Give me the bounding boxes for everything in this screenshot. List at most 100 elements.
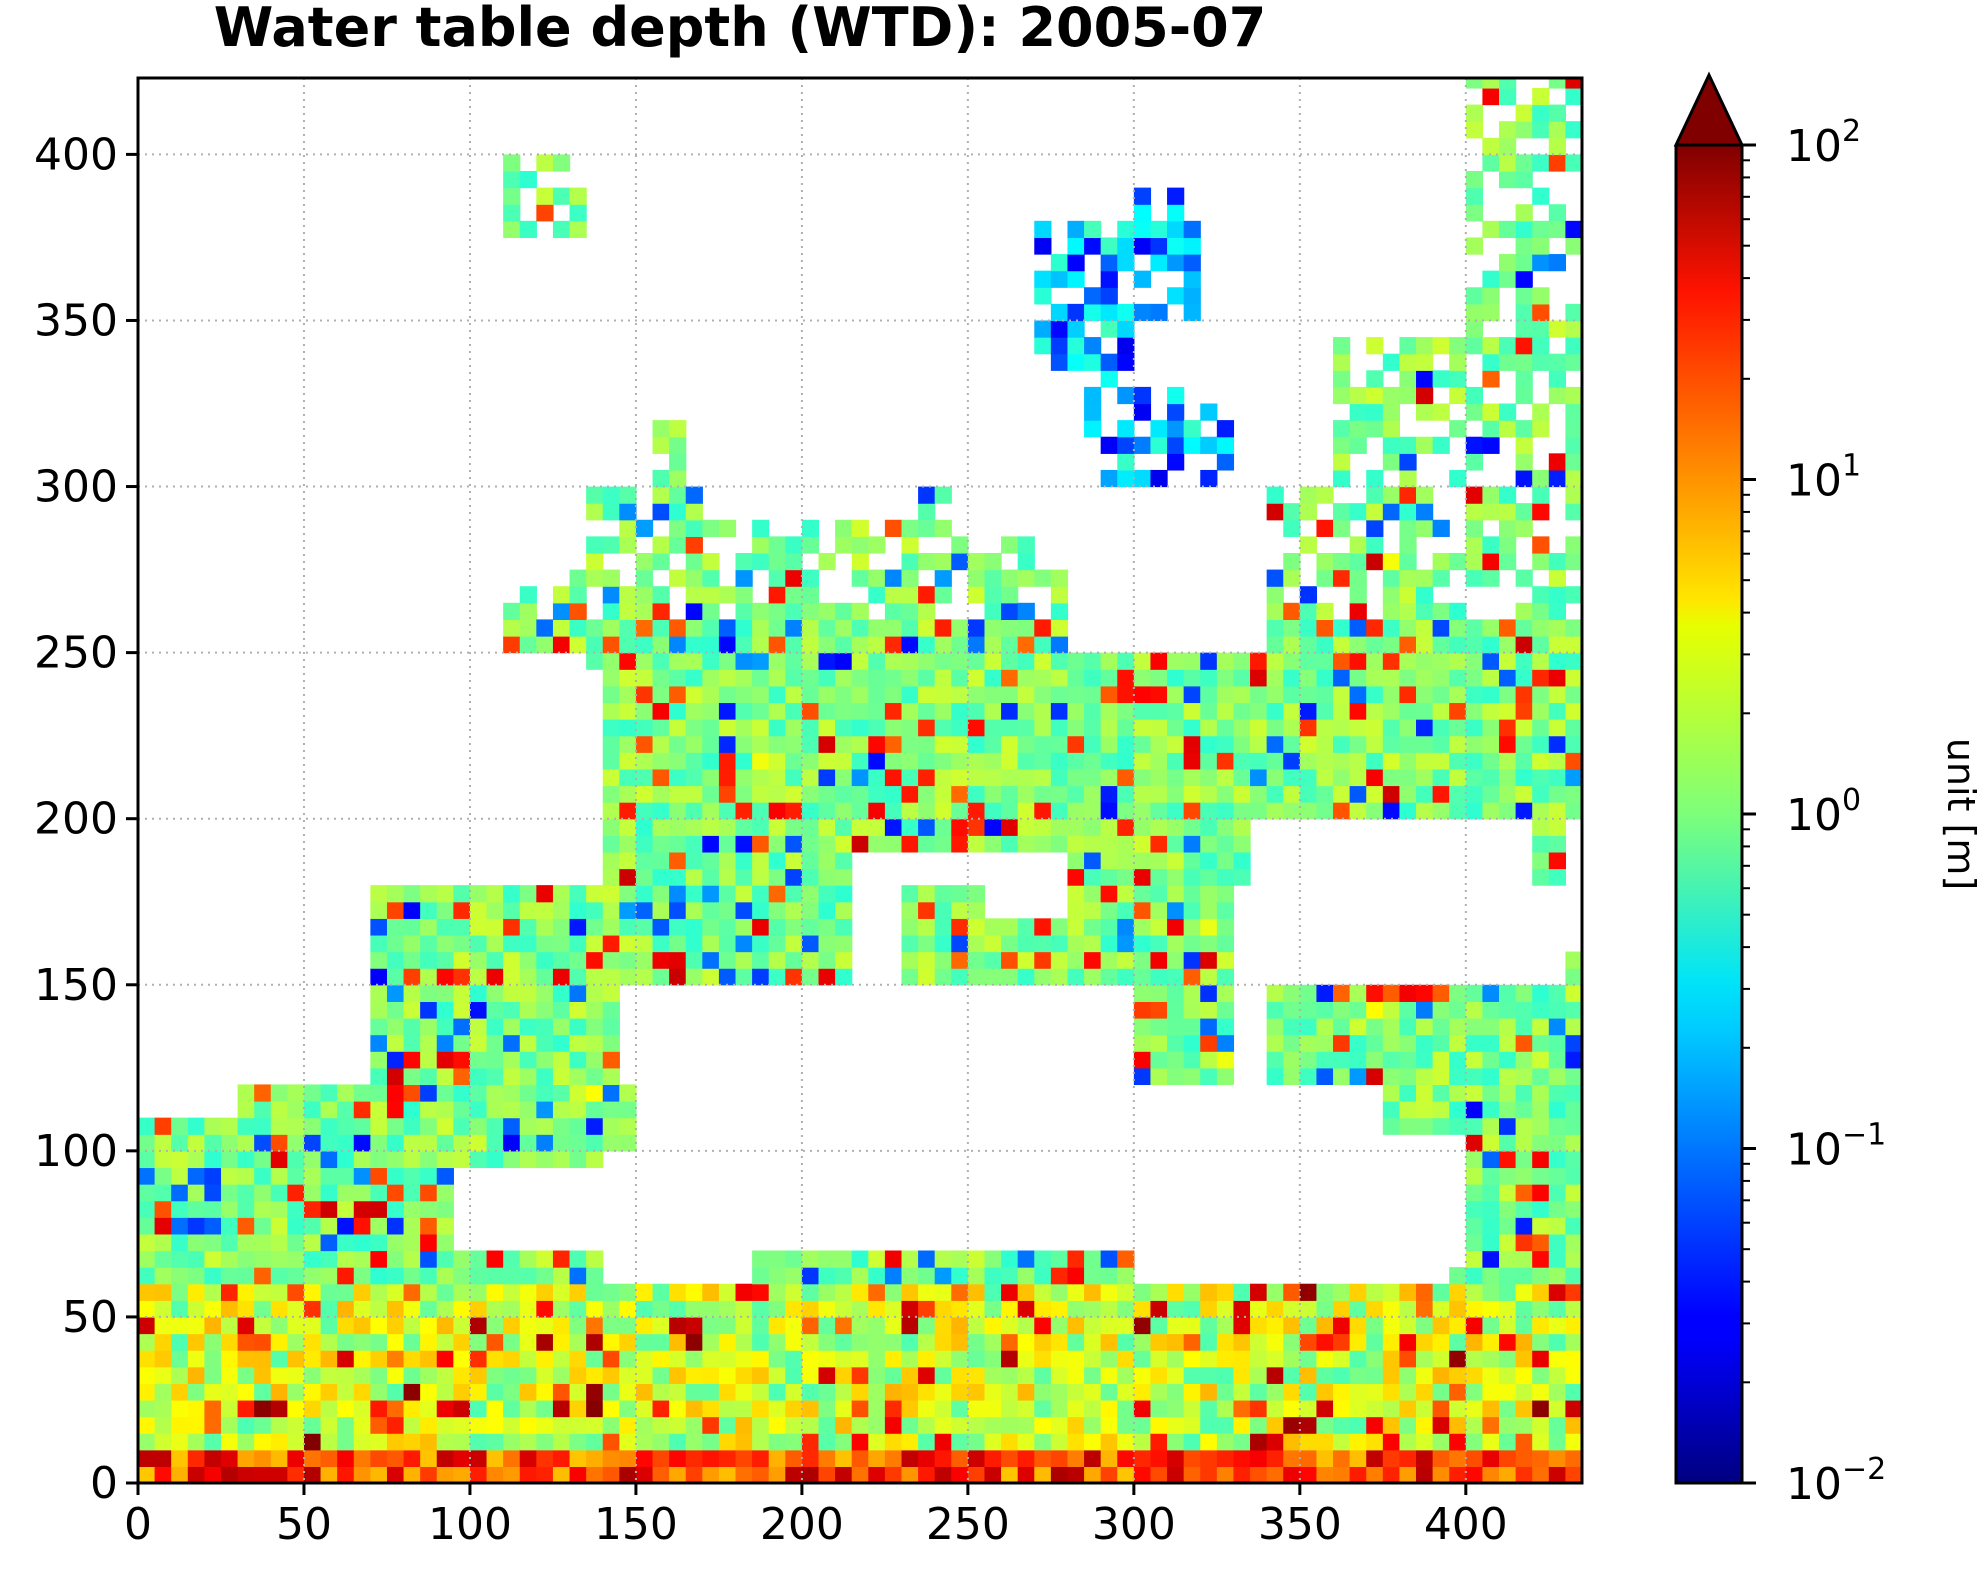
heatmap-cell — [652, 486, 670, 504]
heatmap-cell — [486, 1350, 504, 1368]
heatmap-cell — [967, 1316, 986, 1335]
heatmap-cell — [1382, 1449, 1401, 1467]
heatmap-cell — [1465, 1184, 1484, 1202]
heatmap-cell — [934, 918, 952, 936]
heatmap-cell — [1465, 1150, 1484, 1169]
heatmap-cell — [1167, 187, 1185, 205]
heatmap-cell — [237, 1233, 255, 1252]
heatmap-cell — [1565, 386, 1582, 405]
heatmap-cell — [1034, 768, 1052, 787]
heatmap-cell — [1499, 552, 1517, 571]
heatmap-cell — [1150, 1333, 1168, 1351]
heatmap-cell — [187, 1366, 205, 1384]
heatmap-cell — [1167, 1283, 1185, 1301]
heatmap-cell — [1034, 1449, 1052, 1467]
heatmap-cell — [1050, 1383, 1069, 1401]
heatmap-cell — [1017, 951, 1035, 969]
heatmap-cell — [171, 1200, 189, 1218]
heatmap-cell — [934, 951, 952, 969]
heatmap-cell — [503, 602, 521, 621]
heatmap-cell — [519, 1117, 537, 1135]
heatmap-cell — [735, 752, 753, 770]
heatmap-cell — [320, 1101, 338, 1119]
heatmap-cell — [602, 1067, 620, 1086]
heatmap-cell — [386, 1117, 405, 1135]
heatmap-cell — [1283, 1051, 1301, 1069]
heatmap-cell — [237, 1217, 255, 1235]
heatmap-cell — [1216, 453, 1235, 471]
heatmap-cell — [818, 1433, 836, 1451]
heatmap-cell — [1017, 785, 1035, 803]
heatmap-cell — [1449, 420, 1467, 438]
heatmap-cell — [1100, 735, 1118, 753]
heatmap-cell — [1399, 602, 1417, 621]
heatmap-cell — [320, 1200, 338, 1218]
heatmap-cell — [1299, 486, 1318, 504]
heatmap-cell — [1117, 968, 1135, 986]
heatmap-cell — [1216, 719, 1235, 737]
heatmap-cell — [1200, 1350, 1218, 1368]
heatmap-cell — [1200, 1051, 1218, 1069]
heatmap-cell — [220, 1217, 239, 1235]
heatmap-cell — [586, 1366, 604, 1384]
heatmap-cell — [1399, 1466, 1417, 1483]
heatmap-cell — [918, 652, 936, 670]
heatmap-cell — [1482, 370, 1500, 388]
heatmap-cell — [1017, 735, 1035, 753]
heatmap-cell — [403, 1117, 421, 1135]
heatmap-cell — [1548, 702, 1567, 720]
heatmap-cell — [1067, 719, 1085, 737]
heatmap-cell — [1117, 1316, 1135, 1335]
heatmap-cell — [702, 719, 720, 737]
heatmap-cell — [818, 669, 836, 687]
heatmap-cell — [569, 1250, 587, 1268]
heatmap-cell — [187, 1217, 205, 1235]
heatmap-cell — [1133, 951, 1152, 969]
heatmap-cell — [785, 835, 803, 853]
heatmap-cell — [735, 785, 753, 803]
heatmap-cell — [1333, 652, 1351, 670]
heatmap-cell — [337, 1383, 355, 1401]
heatmap-cell — [420, 1383, 438, 1401]
heatmap-cell — [851, 1267, 869, 1285]
heatmap-cell — [768, 802, 786, 820]
heatmap-cell — [1565, 1416, 1582, 1434]
heatmap-cell — [469, 1283, 488, 1301]
heatmap-cell — [1349, 1433, 1367, 1451]
heatmap-cell — [1001, 569, 1019, 587]
heatmap-cell — [1266, 1067, 1284, 1086]
heatmap-cell — [1299, 1333, 1318, 1351]
heatmap-cell — [154, 1366, 172, 1384]
heatmap-cell — [1349, 719, 1367, 737]
heatmap-cell — [1117, 1416, 1135, 1434]
heatmap-cell — [718, 1433, 737, 1451]
heatmap-cell — [652, 918, 670, 936]
heatmap-cell — [602, 835, 620, 853]
heatmap-cell — [1117, 818, 1135, 836]
heatmap-cell — [602, 1366, 620, 1384]
heatmap-cell — [718, 1300, 737, 1318]
heatmap-cell — [187, 1466, 205, 1483]
heatmap-cell — [220, 1184, 239, 1202]
heatmap-cell — [752, 818, 770, 836]
heatmap-cell — [469, 1449, 488, 1467]
heatmap-cell — [370, 1200, 388, 1218]
heatmap-cell — [884, 802, 903, 820]
heatmap-cell — [752, 1433, 770, 1451]
heatmap-cell — [934, 1250, 952, 1268]
heatmap-cell — [1001, 1383, 1019, 1401]
heatmap-cell — [1499, 669, 1517, 687]
heatmap-cell — [652, 1399, 670, 1418]
heatmap-cell — [187, 1433, 205, 1451]
heatmap-cell — [602, 901, 620, 919]
heatmap-cell — [602, 1316, 620, 1335]
heatmap-cell — [486, 1333, 504, 1351]
heatmap-cell — [138, 1466, 156, 1483]
heatmap-cell — [851, 669, 869, 687]
heatmap-cell — [768, 1333, 786, 1351]
heatmap-cell — [901, 652, 919, 670]
heatmap-cell — [1266, 1433, 1284, 1451]
heatmap-cell — [951, 1366, 969, 1384]
heatmap-cell — [1565, 1001, 1582, 1019]
heatmap-cell — [967, 1267, 986, 1285]
